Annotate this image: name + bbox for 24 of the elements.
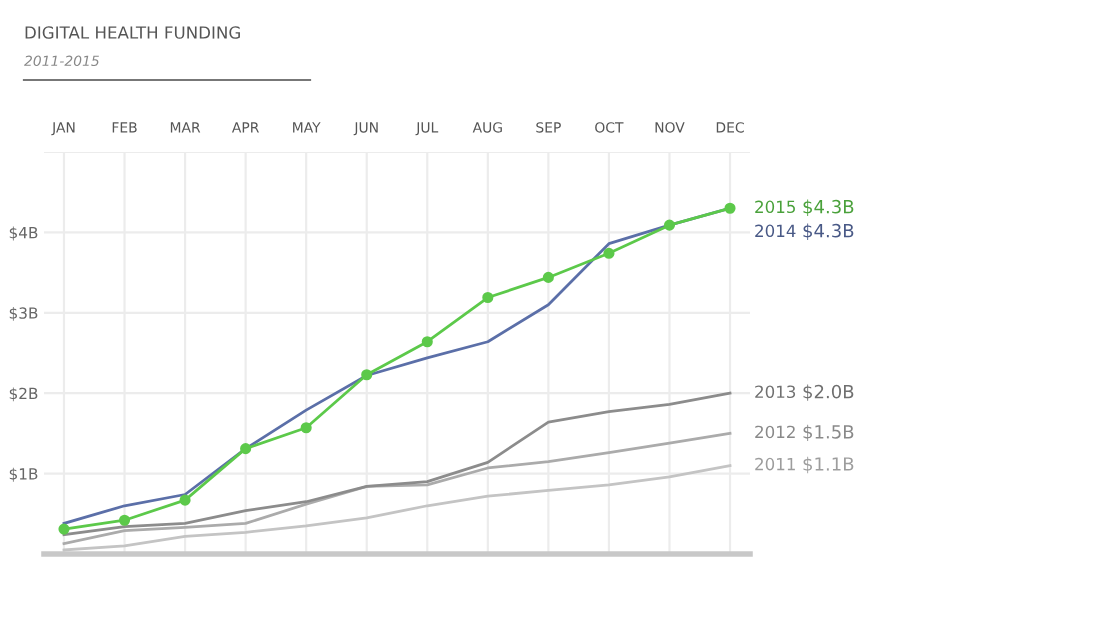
text: $2.0B — [803, 384, 854, 401]
text: $4.3B — [803, 199, 854, 216]
point — [179, 494, 191, 506]
point — [240, 443, 252, 455]
series-label: 2014 — [755, 224, 796, 238]
point — [421, 336, 433, 348]
point — [724, 202, 736, 214]
point — [118, 514, 131, 526]
text: $4.3B — [803, 223, 854, 240]
chart-title: DIGITAL HEALTH FUNDING — [25, 26, 240, 39]
series-label: 2012 — [755, 425, 795, 439]
point — [542, 271, 554, 283]
point — [300, 422, 312, 434]
point — [58, 523, 70, 535]
series-label: 2013 — [755, 385, 796, 399]
line-series — [62, 432, 732, 545]
point — [603, 247, 615, 259]
point — [482, 291, 494, 304]
text: $1.1B — [803, 456, 854, 474]
series-label: 2011 — [755, 457, 795, 471]
series-label: 2015 — [755, 200, 795, 214]
point — [663, 219, 676, 231]
text: $1.5B — [803, 424, 854, 442]
point — [361, 369, 373, 381]
